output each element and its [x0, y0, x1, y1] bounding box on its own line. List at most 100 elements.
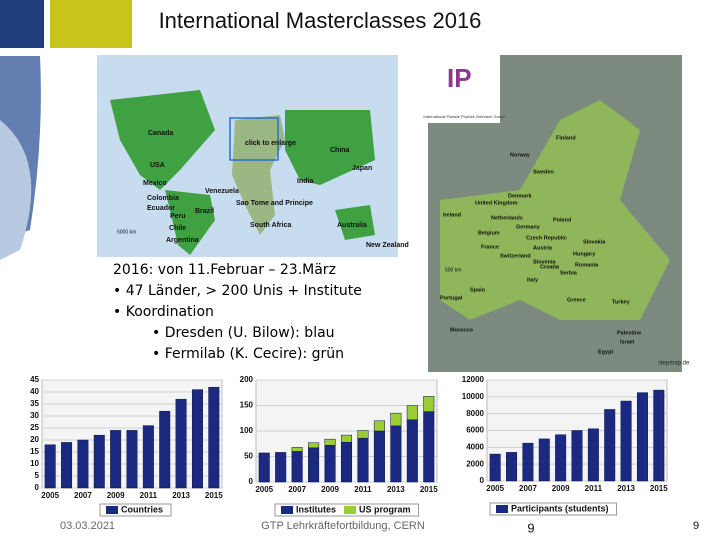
bullet-text: 2016: von 11.Februar – 23.März — [113, 262, 336, 278]
land — [165, 190, 215, 255]
x-tick-label: 2007 — [519, 484, 537, 493]
map-credit: stepmap.de — [658, 361, 690, 367]
map-scale: 500 km — [445, 267, 461, 273]
x-tick-label: 2009 — [107, 491, 125, 500]
y-tick-label: 5 — [35, 471, 40, 480]
legend-swatch — [496, 505, 508, 513]
bar — [308, 447, 320, 483]
bar — [587, 428, 599, 482]
map-label: Serbia — [560, 270, 578, 276]
legend-label: Countries — [121, 504, 163, 514]
map-label: France — [481, 244, 499, 250]
map-label: Romania — [575, 262, 599, 268]
map-label: Chile — [169, 225, 186, 232]
bar — [620, 400, 632, 482]
map-label: Germany — [516, 224, 541, 230]
y-tick-label: 0 — [35, 483, 40, 492]
x-tick-label: 2011 — [585, 484, 603, 493]
land — [232, 115, 285, 235]
x-tick-label: 2011 — [140, 491, 158, 500]
x-tick-label: 2015 — [650, 484, 668, 493]
y-tick-label: 0 — [480, 476, 485, 485]
y-tick-label: 15 — [30, 447, 39, 456]
map-label: United Kingdom — [475, 200, 518, 206]
map-label: Switzerland — [500, 253, 531, 259]
europe-map: IP International Particle Physics Outrea… — [423, 55, 682, 372]
bar — [324, 438, 336, 446]
map-label: Poland — [553, 217, 571, 223]
bar — [357, 430, 369, 439]
footer-date: 03.03.2021 — [60, 520, 115, 532]
y-tick-label: 10 — [30, 459, 39, 468]
x-tick-label: 2013 — [617, 484, 635, 493]
y-tick-label: 8000 — [466, 409, 484, 418]
y-tick-label: 40 — [30, 387, 39, 396]
bar — [142, 425, 154, 489]
bar — [555, 434, 567, 482]
x-tick-label: 2013 — [172, 491, 190, 500]
page-number: 9 — [693, 520, 699, 532]
map-label: Egypt — [598, 349, 613, 355]
bar — [373, 420, 385, 432]
map-label: China — [330, 147, 350, 154]
bar — [489, 453, 501, 482]
bar — [191, 389, 203, 489]
bar — [159, 410, 171, 489]
land — [285, 110, 375, 185]
x-tick-label: 2009 — [321, 485, 339, 494]
x-tick-label: 2015 — [205, 491, 223, 500]
map-label: Italy — [527, 277, 539, 283]
bar — [340, 441, 353, 483]
logo-mark: IP — [447, 63, 472, 93]
bar — [275, 452, 287, 483]
corner-shape — [0, 120, 32, 260]
bar — [522, 442, 534, 482]
y-tick-label: 30 — [30, 411, 39, 420]
y-tick-label: 25 — [30, 423, 39, 432]
bar — [340, 434, 353, 443]
map-scale: 5000 km — [117, 229, 136, 235]
y-tick-label: 20 — [30, 435, 39, 444]
x-tick-label: 2007 — [74, 491, 92, 500]
zoom-box[interactable] — [229, 117, 279, 161]
map-label: Palestine — [617, 330, 641, 336]
map-label: India — [297, 178, 313, 185]
world-map[interactable] — [97, 55, 398, 257]
y-tick-label: 50 — [244, 452, 253, 461]
bar — [571, 430, 583, 482]
bullet-text: • Dresden (U. Bilow): blau — [152, 325, 335, 341]
y-tick-label: 0 — [249, 477, 254, 486]
x-tick-label: 2011 — [354, 485, 372, 494]
map-label: Finland — [556, 135, 576, 141]
x-tick-label: 2007 — [288, 485, 306, 494]
map-label: Croatia — [540, 264, 560, 270]
bar — [423, 411, 435, 483]
legend-swatch — [344, 506, 357, 514]
bar — [406, 405, 418, 421]
map-label: Argentina — [166, 237, 199, 244]
y-tick-label: 35 — [30, 399, 39, 408]
x-tick-label: 2005 — [41, 491, 59, 500]
map-label: Mexico — [143, 180, 167, 187]
y-tick-label: 2000 — [466, 459, 484, 468]
bar — [291, 447, 303, 452]
legend-label: US program — [359, 504, 411, 514]
legend-swatch — [106, 506, 118, 514]
bar — [324, 445, 336, 483]
bar — [373, 430, 385, 483]
map-label: Spain — [470, 287, 486, 293]
map-label: Canada — [148, 130, 173, 137]
map-label: Japan — [352, 165, 372, 172]
page-number: 9 — [527, 520, 534, 535]
bar — [175, 398, 187, 489]
y-tick-label: 12000 — [462, 375, 485, 384]
bar — [126, 430, 138, 489]
land — [440, 100, 670, 320]
y-tick-label: 100 — [240, 426, 254, 435]
map-label: Belgium — [478, 230, 500, 236]
map-label: Australia — [337, 222, 367, 229]
map-label: Greece — [567, 297, 586, 303]
bar — [77, 439, 89, 489]
map-label: Turkey — [612, 299, 631, 305]
